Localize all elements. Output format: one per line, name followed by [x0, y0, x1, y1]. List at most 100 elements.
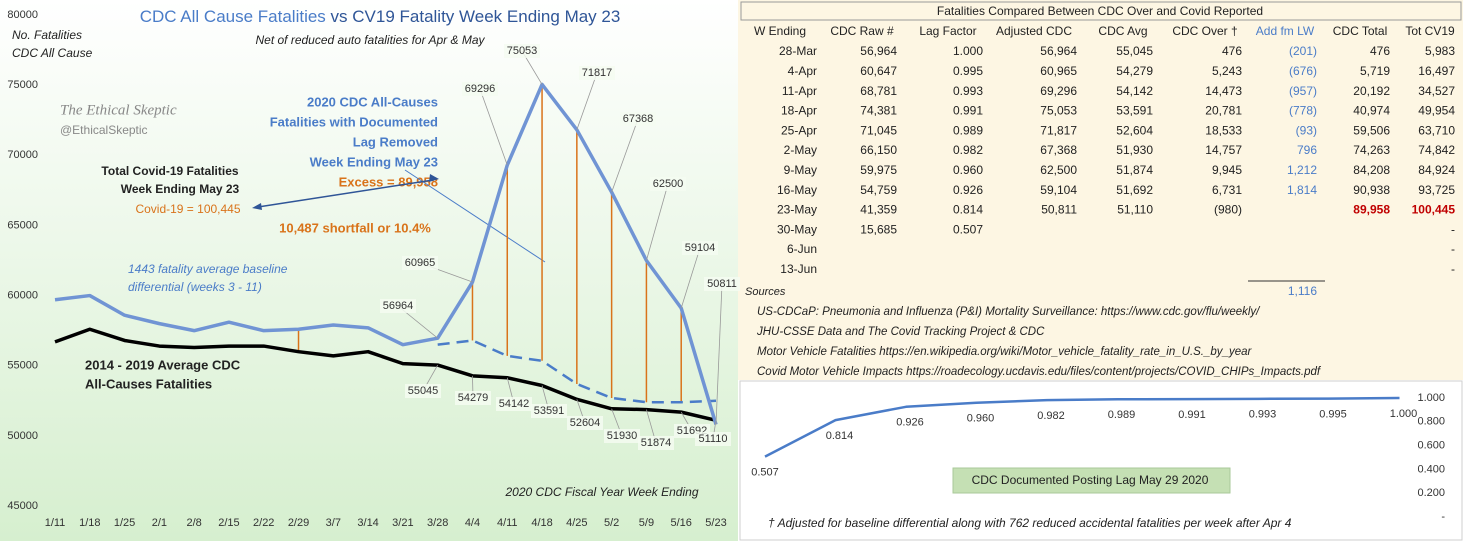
sources-label: Sources: [745, 286, 786, 298]
annotation: Lag Removed: [353, 134, 438, 149]
table-cell: 60,647: [860, 64, 897, 78]
label-bg: [620, 112, 656, 126]
table-cell: 0.991: [953, 104, 983, 118]
table-cell: 90,938: [1353, 183, 1390, 197]
table-cell: -: [1451, 222, 1455, 236]
title-part: CDC All Cause Fatalities: [140, 7, 326, 26]
annotation: Excess = 89,958: [339, 174, 438, 189]
series-line: [764, 396, 1400, 458]
table-cell: 54,759: [860, 183, 897, 197]
label-bg: [462, 82, 498, 96]
source-line: Motor Vehicle Fatalities https://en.wiki…: [757, 346, 1252, 358]
table-cell: 0.993: [953, 84, 983, 98]
data-label: 62500: [653, 178, 684, 190]
label-bg: [405, 384, 441, 398]
x-tick-label: 3/28: [427, 517, 448, 529]
label-bg: [567, 416, 603, 430]
table-cell: 20,192: [1353, 84, 1390, 98]
lag-title: CDC Documented Posting Lag May 29 2020: [972, 473, 1209, 487]
table-cell: (778): [1289, 104, 1317, 118]
x-tick-label: 2/22: [253, 517, 274, 529]
x-tick-label: 1/11: [45, 517, 66, 529]
table-cell: 16-May: [777, 183, 817, 197]
table-cell: 75,053: [1040, 104, 1077, 118]
table-cell: 14,473: [1205, 84, 1242, 98]
lag-panel: [739, 380, 1463, 541]
table-cell: 54,142: [1116, 84, 1153, 98]
x-tick-label: 2/29: [288, 517, 309, 529]
label-bg: [579, 66, 615, 80]
table-cell: 71,817: [1040, 123, 1077, 137]
table-cell: 13-Jun: [780, 262, 817, 276]
table-cell: 5,243: [1212, 64, 1242, 78]
data-label: 50811: [707, 278, 737, 290]
table-cell: 66,150: [860, 143, 897, 157]
data-label: 0.991: [1178, 409, 1206, 421]
table-cell: 62,500: [1040, 163, 1077, 177]
table-cell: 476: [1370, 44, 1390, 58]
table-header: CDC Avg: [1098, 24, 1147, 38]
watermark: @EthicalSkeptic: [60, 123, 148, 137]
data-label: 56964: [383, 300, 414, 312]
table-cell: 41,359: [860, 203, 897, 217]
data-label: 0.982: [1037, 410, 1065, 422]
table-cell: 0.982: [953, 143, 983, 157]
data-label: 51874: [641, 437, 672, 449]
label-bg: [604, 429, 640, 443]
x-tick-label: 2/8: [187, 517, 202, 529]
table-cell: 9-May: [784, 163, 817, 177]
table-cell: 69,296: [1040, 84, 1077, 98]
label-bg: [704, 277, 740, 291]
data-label: 0.507: [751, 467, 779, 479]
table-cell: 59,506: [1353, 123, 1390, 137]
data-label: 0.995: [1319, 409, 1347, 421]
table-cell: 0.960: [953, 163, 983, 177]
table-cell: 93,725: [1418, 183, 1455, 197]
table-cell: 84,924: [1418, 163, 1455, 177]
table-cell: 9,945: [1212, 163, 1242, 177]
table-cell: 0.507: [953, 222, 983, 236]
annotation: Week Ending May 23: [121, 182, 240, 196]
table-header: CDC Total: [1333, 24, 1387, 38]
label-bg: [504, 44, 540, 58]
y-tick-label: 65000: [7, 219, 38, 231]
x-tick-label: 5/2: [604, 517, 619, 529]
watermark: The Ethical Skeptic: [60, 102, 177, 118]
table-cell: 100,445: [1412, 203, 1456, 217]
data-label: 0.960: [967, 413, 995, 425]
annotation: Total Covid-19 Fatalities: [101, 164, 238, 178]
series-line: [437, 339, 717, 404]
table-cell: 59,104: [1040, 183, 1077, 197]
data-label: 69296: [465, 83, 496, 95]
leader-line: [576, 72, 598, 130]
data-label: 0.989: [1108, 409, 1136, 421]
data-label: 0.814: [826, 430, 854, 442]
y2-tick-label: 0.600: [1417, 440, 1445, 452]
table-cell: 34,527: [1418, 84, 1455, 98]
data-label: 53591: [534, 405, 565, 417]
table-cell: 6,731: [1212, 183, 1242, 197]
table-header: Add fm LW: [1256, 24, 1315, 38]
data-label: 67368: [623, 113, 654, 125]
table-cell: 25-Apr: [781, 123, 817, 137]
table-cell: (93): [1296, 123, 1317, 137]
table-header: Tot CV19: [1405, 24, 1455, 38]
source-line: US-CDCaP: Pneumonia and Influenza (P&I) …: [757, 306, 1261, 318]
table-cell: 68,781: [860, 84, 897, 98]
series-line: [54, 82, 718, 425]
table-cell: 15,685: [860, 222, 897, 236]
table-cell: 74,381: [860, 104, 897, 118]
annotation: 10,487 shortfall or 10.4%: [279, 220, 431, 235]
leader-line: [646, 183, 669, 261]
table-cell: 74,263: [1353, 143, 1390, 157]
table-title: Fatalities Compared Between CDC Over and…: [937, 4, 1263, 18]
data-label: 51930: [607, 430, 638, 442]
annotation: Fatalities with Documented: [270, 114, 438, 129]
table-cell: (676): [1289, 64, 1317, 78]
table-cell: 4-Apr: [788, 64, 817, 78]
y-axis-label: No. Fatalities: [12, 28, 82, 42]
y2-tick-label: -: [1441, 511, 1445, 523]
x-tick-label: 5/23: [705, 517, 726, 529]
label-bg: [380, 299, 416, 313]
y2-tick-label: 1.000: [1417, 392, 1445, 404]
